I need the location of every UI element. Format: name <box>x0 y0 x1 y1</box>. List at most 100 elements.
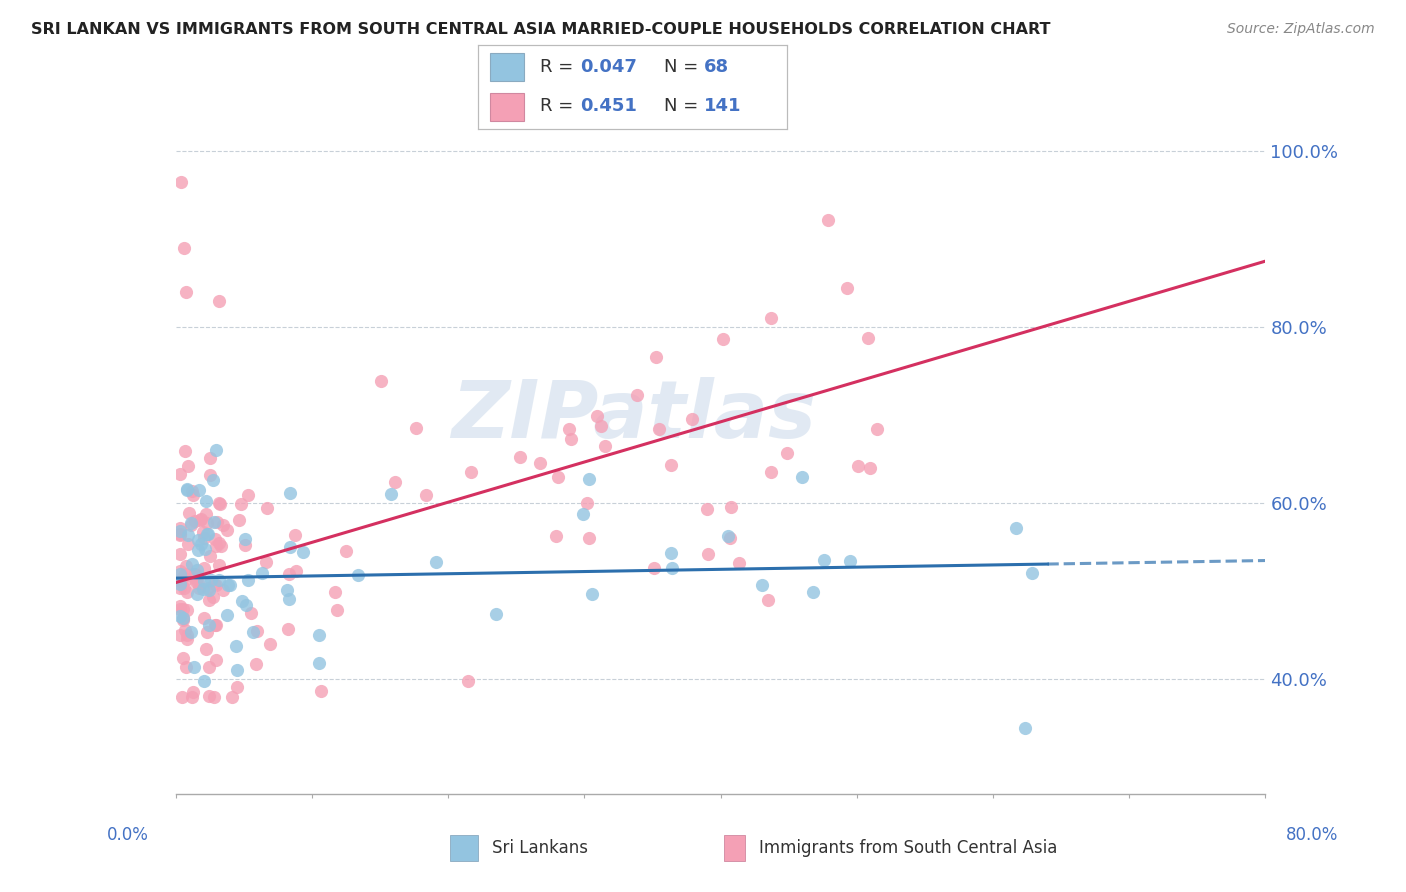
Point <box>183 566 205 581</box>
Point <box>756 592 779 607</box>
Point <box>231 593 253 607</box>
Point <box>187 483 209 498</box>
Point <box>817 212 839 227</box>
Point <box>751 577 773 591</box>
Text: Source: ZipAtlas.com: Source: ZipAtlas.com <box>1227 22 1375 37</box>
Text: SRI LANKAN VS IMMIGRANTS FROM SOUTH CENTRAL ASIA MARRIED-COUPLE HOUSEHOLDS CORRE: SRI LANKAN VS IMMIGRANTS FROM SOUTH CENT… <box>31 22 1050 37</box>
Point <box>207 536 229 550</box>
Point <box>759 465 782 479</box>
Point <box>254 555 277 569</box>
Point <box>276 582 298 597</box>
Point <box>326 603 349 617</box>
Point <box>201 473 224 487</box>
Point <box>245 657 267 671</box>
Point <box>659 547 682 561</box>
Point <box>1021 566 1043 581</box>
Point <box>173 581 195 595</box>
Point <box>174 444 197 458</box>
Point <box>759 311 782 326</box>
Point <box>277 592 299 607</box>
Point <box>184 566 207 581</box>
Point <box>647 422 669 436</box>
Point <box>681 412 703 426</box>
Point <box>195 516 218 531</box>
Point <box>200 451 222 466</box>
Point <box>720 500 742 514</box>
Point <box>172 690 194 704</box>
Point <box>208 498 231 512</box>
Point <box>425 556 447 570</box>
Point <box>181 557 204 571</box>
Point <box>180 516 202 531</box>
Point <box>309 683 332 698</box>
Point <box>581 586 603 600</box>
Point <box>208 558 231 572</box>
Point <box>176 584 198 599</box>
Bar <box>491 54 524 81</box>
Point <box>225 639 247 653</box>
Point <box>323 585 346 599</box>
Point <box>284 528 307 542</box>
Point <box>544 529 567 543</box>
Point <box>169 628 191 642</box>
Point <box>578 532 600 546</box>
Point <box>212 583 235 598</box>
Point <box>643 561 665 575</box>
Point <box>208 293 231 308</box>
Point <box>169 526 191 541</box>
Point <box>215 607 238 622</box>
Point <box>661 561 683 575</box>
Point <box>198 659 221 673</box>
Point <box>252 566 274 581</box>
Point <box>198 593 221 607</box>
Point <box>169 581 191 595</box>
Point <box>1005 521 1028 535</box>
Point <box>173 613 195 627</box>
Point <box>193 531 215 545</box>
Point <box>174 559 197 574</box>
Point <box>197 527 219 541</box>
Point <box>176 483 198 497</box>
Point <box>277 566 299 581</box>
Text: 141: 141 <box>704 97 741 115</box>
Point <box>201 591 224 605</box>
Point <box>180 625 202 640</box>
Point <box>228 513 250 527</box>
Point <box>696 502 718 516</box>
Point <box>169 547 191 561</box>
Text: Sri Lankans: Sri Lankans <box>492 839 588 857</box>
Point <box>193 582 215 596</box>
Bar <box>450 836 478 861</box>
Point <box>169 574 191 588</box>
Point <box>208 573 231 587</box>
Point <box>240 606 263 620</box>
Point <box>457 674 479 689</box>
Point <box>226 680 249 694</box>
Point <box>174 567 197 582</box>
Point <box>212 518 235 533</box>
Point <box>335 544 357 558</box>
Point <box>173 241 195 255</box>
Point <box>177 527 200 541</box>
Point <box>194 493 217 508</box>
Text: R =: R = <box>540 97 574 115</box>
Point <box>846 458 869 473</box>
Point <box>277 622 299 636</box>
Point <box>194 642 217 657</box>
Point <box>172 602 194 616</box>
Point <box>217 578 239 592</box>
Point <box>578 472 600 486</box>
Point <box>278 486 301 500</box>
Point <box>858 460 880 475</box>
Point <box>219 578 242 592</box>
Point <box>193 560 215 574</box>
Point <box>174 623 197 637</box>
Point <box>169 599 191 613</box>
Point <box>194 508 217 522</box>
Point <box>626 388 648 402</box>
Point <box>838 554 860 568</box>
Text: 0.047: 0.047 <box>581 58 637 76</box>
Point <box>233 533 256 547</box>
Point <box>200 573 222 587</box>
Point <box>246 624 269 639</box>
